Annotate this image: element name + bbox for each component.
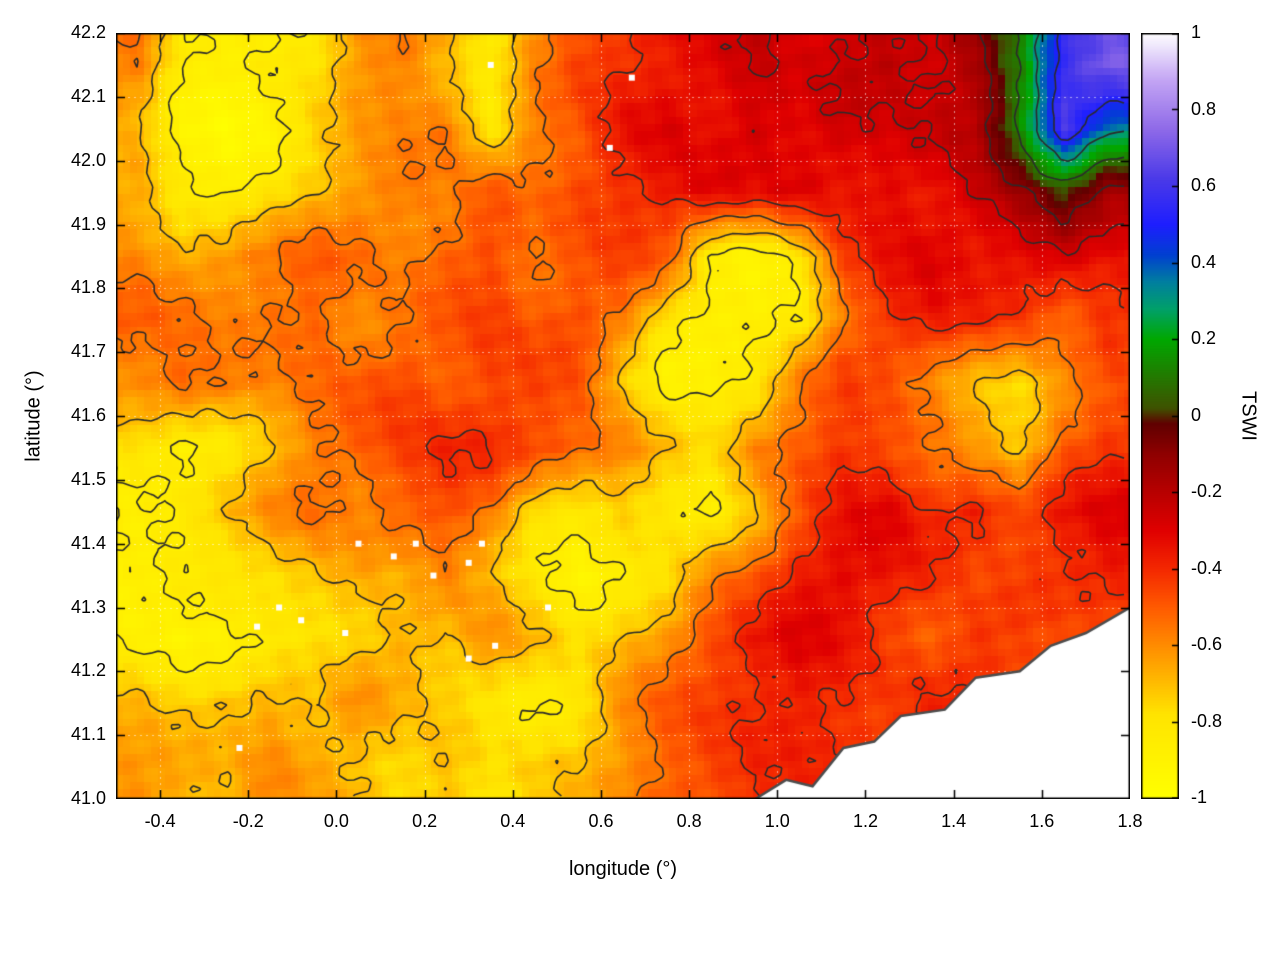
cb-tick-label: -0.6 [1191, 634, 1223, 654]
x-tick-label: 0.2 [412, 811, 438, 831]
y-tick-label: 41.8 [70, 277, 106, 298]
y-tick-label: 42.0 [70, 149, 106, 170]
x-tick-label: 0.0 [323, 811, 349, 831]
y-tick-label: 41.1 [70, 724, 106, 745]
x-tick-label: -0.2 [232, 811, 264, 831]
cb-tick-label: 0 [1191, 404, 1202, 425]
colorbar-title: TSWI [1237, 391, 1260, 441]
x-tick-label: -0.4 [144, 811, 176, 831]
x-tick-label: 0.6 [588, 811, 614, 831]
x-tick-label: 0.8 [676, 811, 702, 831]
x-tick-label: 1.8 [1117, 811, 1143, 831]
x-tick-label: 0.4 [500, 811, 526, 831]
cb-tick-label: -0.8 [1191, 710, 1223, 731]
cb-tick-label: 0.6 [1191, 175, 1217, 195]
heatmap-canvas [116, 33, 1130, 799]
y-tick-label: 41.3 [70, 596, 106, 617]
x-tick-label: 1.2 [852, 811, 878, 831]
y-tick-label: 42.1 [70, 85, 106, 106]
x-tick-label: 1.4 [941, 811, 967, 831]
x-tick-label: 1.6 [1029, 811, 1055, 831]
cb-tick-label: -0.4 [1191, 557, 1223, 578]
y-axis-title: latitude (°) [22, 370, 45, 462]
y-tick-label: 41.5 [70, 468, 106, 489]
y-tick-label: 41.2 [70, 660, 106, 681]
y-tick-label: 41.4 [70, 532, 106, 553]
cb-tick-label: -0.2 [1191, 481, 1223, 501]
colorbar-canvas [1141, 33, 1179, 799]
y-tick-label: 41.7 [70, 341, 106, 362]
cb-tick-label: 0.4 [1191, 251, 1217, 272]
y-tick-label: 41.0 [70, 788, 106, 808]
cb-tick-label: 1 [1191, 22, 1202, 42]
cb-tick-label: 0.8 [1191, 98, 1217, 119]
x-tick-label: 1.0 [764, 811, 790, 831]
y-tick-label: 42.2 [70, 22, 106, 42]
x-axis-title: longitude (°) [568, 858, 678, 880]
y-tick-label: 41.6 [70, 405, 106, 425]
cb-tick-label: 0.2 [1191, 328, 1217, 348]
y-tick-label: 41.9 [70, 213, 106, 234]
cb-tick-label: -1 [1191, 787, 1208, 807]
